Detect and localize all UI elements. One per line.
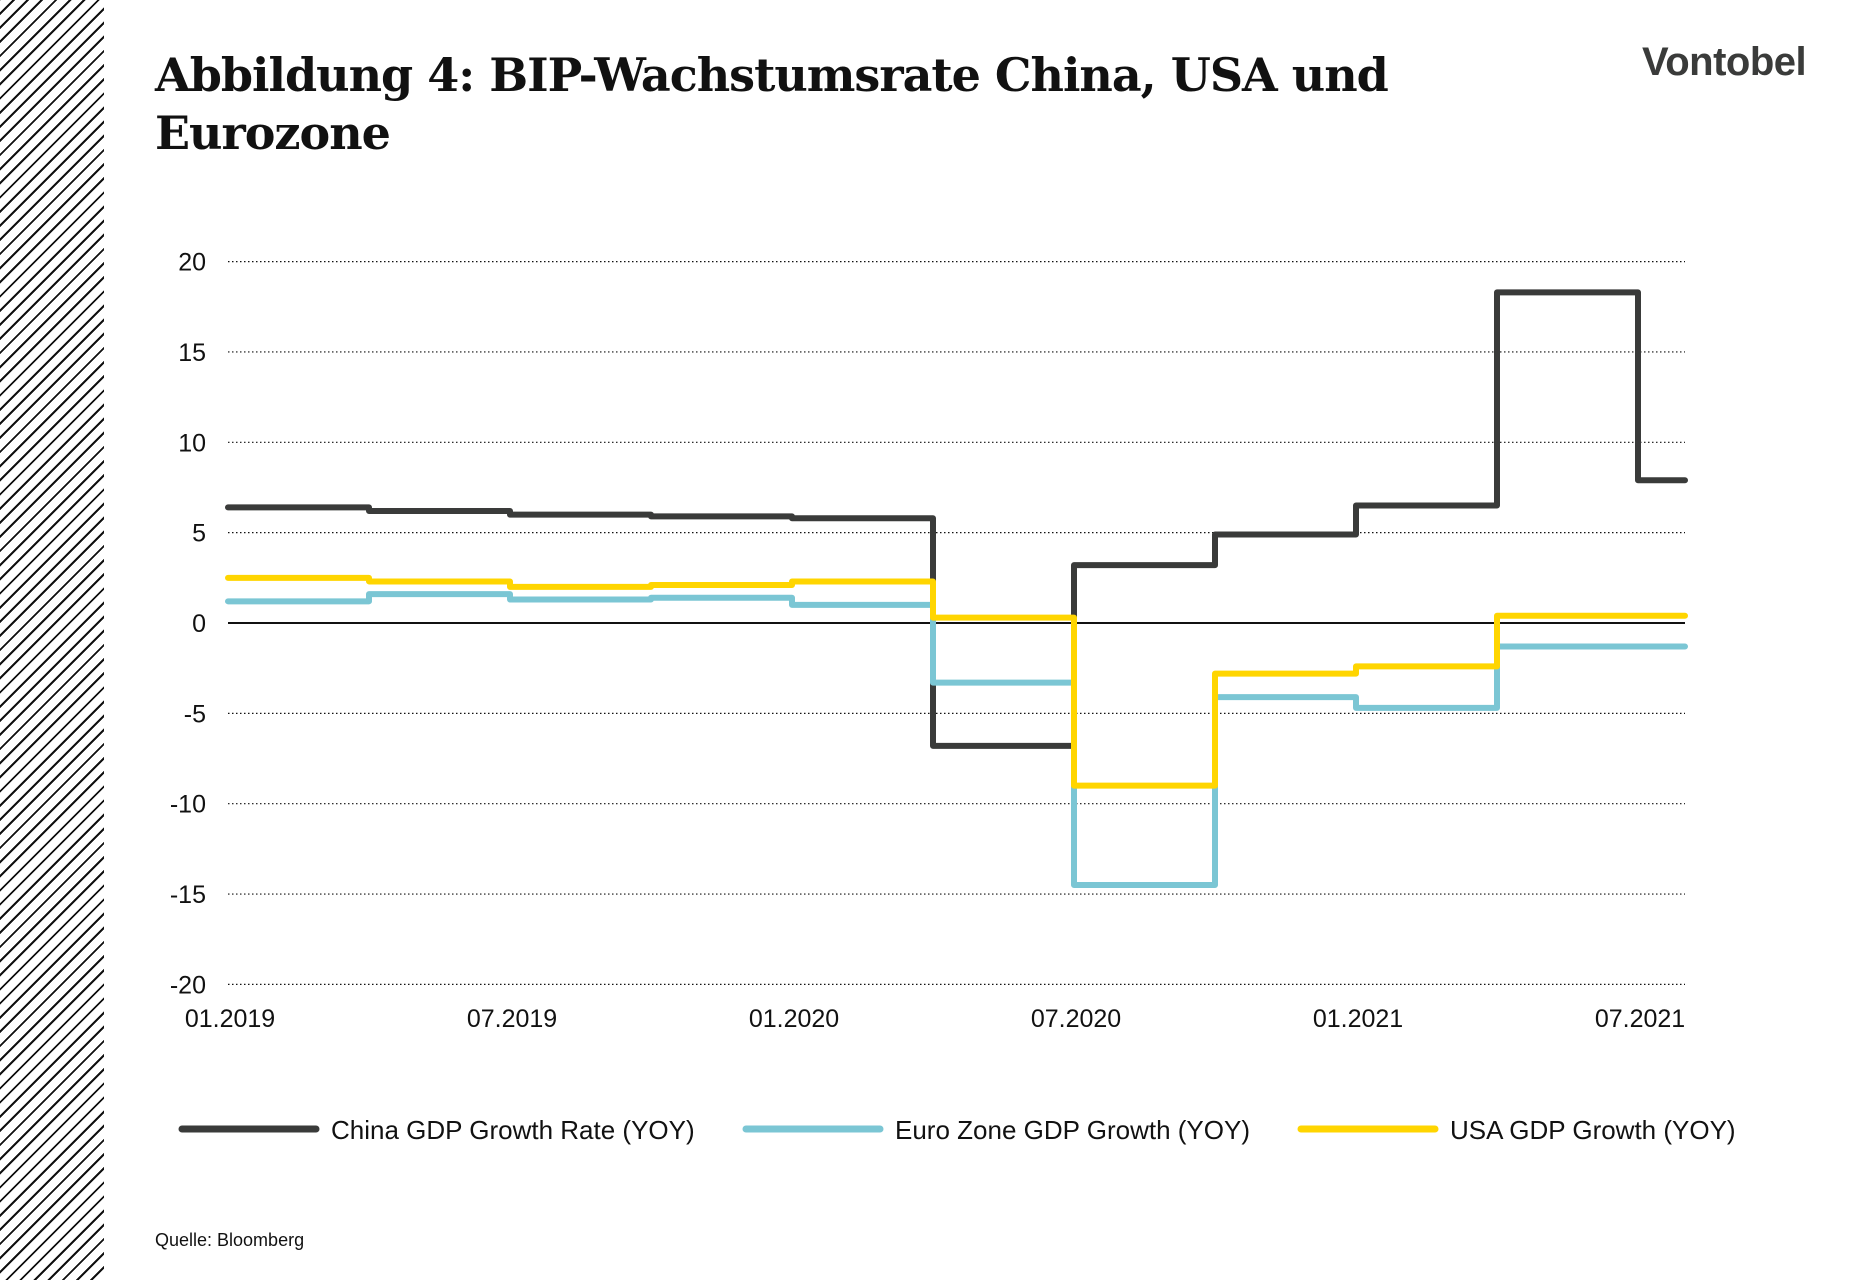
y-tick-label: 10 bbox=[178, 429, 206, 457]
x-tick-label: 07.2020 bbox=[1031, 1005, 1121, 1033]
y-tick-label: 5 bbox=[192, 520, 206, 548]
y-tick-label: -15 bbox=[170, 881, 206, 909]
legend-label: Euro Zone GDP Growth (YOY) bbox=[895, 1115, 1250, 1145]
x-tick-label: 07.2019 bbox=[467, 1005, 557, 1033]
series-line-2 bbox=[225, 574, 1688, 789]
series-line-1 bbox=[225, 591, 1688, 889]
y-tick-label: 15 bbox=[178, 339, 206, 367]
legend-label: USA GDP Growth (YOY) bbox=[1450, 1115, 1736, 1145]
page-title: Abbildung 4: BIP-Wachstumsrate China, US… bbox=[155, 48, 1389, 160]
source-note: Quelle: Bloomberg bbox=[155, 1230, 305, 1250]
vontobel-logo: Vontobel bbox=[1642, 40, 1807, 84]
hatched-side-band bbox=[0, 0, 104, 1280]
x-tick-label: 01.2020 bbox=[749, 1005, 839, 1033]
y-tick-label: -10 bbox=[170, 791, 206, 819]
x-tick-label: 01.2021 bbox=[1313, 1005, 1403, 1033]
y-tick-label: 0 bbox=[192, 610, 206, 638]
series-line-0 bbox=[225, 289, 1688, 749]
y-tick-label: -5 bbox=[184, 700, 206, 728]
y-tick-label: -20 bbox=[170, 971, 206, 999]
x-tick-label: 07.2021 bbox=[1595, 1005, 1685, 1033]
y-tick-label: 20 bbox=[178, 249, 206, 277]
x-tick-label: 01.2019 bbox=[185, 1005, 275, 1033]
legend-label: China GDP Growth Rate (YOY) bbox=[331, 1115, 695, 1145]
